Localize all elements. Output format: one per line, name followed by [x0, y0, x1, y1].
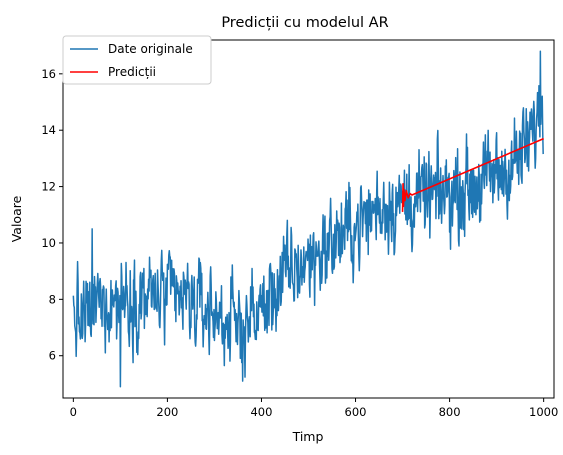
x-tick-label: 800 — [439, 405, 461, 419]
series-line-date-originale — [73, 51, 543, 386]
y-tick-label: 14 — [41, 123, 56, 137]
y-axis-label: Valoare — [9, 195, 24, 242]
plot-area — [73, 51, 543, 386]
x-tick-label: 600 — [345, 405, 367, 419]
y-tick-label: 12 — [41, 180, 56, 194]
y-tick-label: 8 — [49, 292, 56, 306]
y-tick-label: 6 — [49, 349, 56, 363]
x-tick-label: 200 — [156, 405, 178, 419]
chart-title: Predicții cu modelul AR — [221, 15, 388, 31]
x-axis-label: Timp — [292, 429, 324, 444]
x-axis: 0 200 400 600 800 1000 — [70, 398, 559, 419]
y-tick-label: 10 — [41, 236, 56, 250]
x-tick-label: 400 — [250, 405, 272, 419]
x-tick-label: 0 — [70, 405, 77, 419]
legend-label-date-originale: Date originale — [108, 42, 193, 56]
y-axis: 6 8 10 12 14 16 — [41, 67, 63, 363]
legend-label-predictii: Predicții — [108, 65, 156, 79]
legend: Date originale Predicții — [63, 36, 211, 84]
x-tick-label: 1000 — [529, 405, 558, 419]
y-tick-label: 16 — [41, 67, 56, 81]
